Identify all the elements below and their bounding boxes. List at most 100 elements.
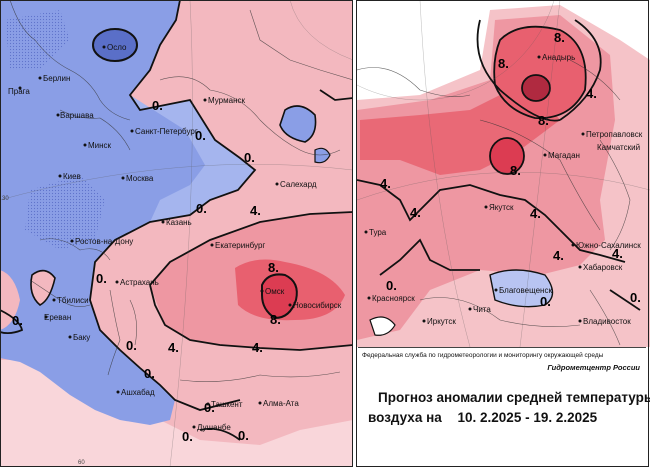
edge-tick-left: 30 xyxy=(2,196,9,202)
graticule-left xyxy=(0,0,353,467)
isoline-label-zero: 0. xyxy=(238,428,249,443)
svg-text:Хабаровск: Хабаровск xyxy=(583,263,623,272)
center-name: Гидрометцентр России xyxy=(547,363,640,372)
svg-text:Екатеринбург: Екатеринбург xyxy=(215,241,265,250)
svg-text:Камчатский: Камчатский xyxy=(597,143,640,152)
isoline-label-four: 4. xyxy=(410,205,421,220)
svg-text:Иркутск: Иркутск xyxy=(427,317,456,326)
agency-name: Федеральная служба по гидрометеорологии … xyxy=(362,352,604,359)
city-astrakhan: Астрахань xyxy=(115,278,159,287)
svg-text:Владивосток: Владивосток xyxy=(583,317,631,326)
svg-text:Чита: Чита xyxy=(473,305,491,314)
svg-text:Благовещенск: Благовещенск xyxy=(499,286,552,295)
warm-8-core xyxy=(261,273,298,320)
city-anadyr: Анадырь xyxy=(537,53,575,62)
isoline-eight-east xyxy=(559,19,602,121)
svg-text:Москва: Москва xyxy=(126,174,154,183)
isoline-labels-left: 0. 0. 0. 0. 0. 0. 0. 0. 0. 0. 0. 4. 4. 4… xyxy=(12,98,281,444)
isoline-label-zero: 0. xyxy=(195,128,206,143)
isoline-label-four: 4. xyxy=(530,206,541,221)
isoline-label-four: 4. xyxy=(380,176,391,191)
city-vladivostok: Владивосток xyxy=(578,317,631,326)
oslo-cold-core xyxy=(92,28,138,62)
isoline-label-eight: 8. xyxy=(510,163,521,178)
city-rostov: Ростов-на-Дону xyxy=(70,237,133,246)
svg-text:Астрахань: Астрахань xyxy=(120,278,159,287)
city-berlin: Берлин xyxy=(38,74,70,83)
right-map xyxy=(357,0,650,347)
isoline-label-zero: 0. xyxy=(244,150,255,165)
svg-text:Ростов-на-Дону: Ростов-на-Дону xyxy=(75,237,133,246)
isolines-left xyxy=(0,0,353,441)
svg-text:Киев: Киев xyxy=(63,172,81,181)
city-baku: Баку xyxy=(68,333,90,342)
isoline-zero-right xyxy=(379,238,480,276)
isoline-four-se xyxy=(559,229,626,263)
isoline-label-zero: 0. xyxy=(204,400,215,415)
city-ashkhabad: Ашхабад xyxy=(116,388,155,397)
city-salekhard: Салехард xyxy=(275,180,317,189)
svg-text:Омск: Омск xyxy=(265,287,285,296)
isoline-label-zero: 0. xyxy=(196,201,207,216)
city-irkutsk: Иркутск xyxy=(422,317,456,326)
warm-core-anadyr xyxy=(521,74,551,102)
forecast-period: воздуха на 10. 2.2025 - 19. 2.2025 xyxy=(368,410,597,425)
isoline-label-four: 4. xyxy=(168,340,179,355)
city-chita: Чита xyxy=(468,305,491,314)
warm-8-anadyr xyxy=(493,25,587,119)
coastlines-left xyxy=(9,0,353,382)
isoline-label-zero: 0. xyxy=(540,294,551,309)
svg-text:Баку: Баку xyxy=(73,333,90,342)
svg-text:Алма-Ата: Алма-Ата xyxy=(263,399,299,408)
isoline-label-zero: 0. xyxy=(12,313,23,328)
cold-pocket-ob xyxy=(314,147,331,164)
isoline-label-four: 4. xyxy=(250,203,261,218)
svg-text:Тбилиси: Тбилиси xyxy=(57,296,89,305)
city-murmansk: Мурманск xyxy=(203,96,245,105)
warm-pocket-west xyxy=(0,270,20,330)
svg-text:Якутск: Якутск xyxy=(489,203,514,212)
forecast-date-range: 10. 2.2025 - 19. 2.2025 xyxy=(457,410,598,425)
isoline-label-eight: 8. xyxy=(538,113,549,128)
city-spb: Санкт-Петербург xyxy=(130,127,198,136)
isoline-label-zero: 0. xyxy=(386,278,397,293)
isoline-zero-south xyxy=(199,427,241,441)
city-erevan: Ереван xyxy=(44,313,71,322)
svg-text:Тура: Тура xyxy=(369,228,387,237)
svg-text:Ереван: Ереван xyxy=(44,313,71,322)
svg-text:Новосибирск: Новосибирск xyxy=(293,301,342,310)
forecast-period-prefix: воздуха на xyxy=(368,410,442,425)
cities-left: Осло Берлин Прага Варшава Минск Киев Мос… xyxy=(8,43,342,432)
isoline-label-four: 4. xyxy=(553,248,564,263)
isoline-label-zero: 0. xyxy=(144,366,155,381)
city-kiev: Киев xyxy=(58,172,81,181)
warm-pocket-tbilisi xyxy=(30,269,56,306)
edge-tick-bottom: 60 xyxy=(78,460,85,466)
svg-text:Мурманск: Мурманск xyxy=(208,96,245,105)
cities-right: Анадырь Петропавловск Камчатский Магадан… xyxy=(364,53,643,326)
city-alma-ata: Алма-Ата xyxy=(258,399,299,408)
forecast-title: Прогноз аномалии средней температуры xyxy=(378,390,650,405)
svg-text:Магадан: Магадан xyxy=(548,151,580,160)
city-oslo: Осло xyxy=(102,43,127,52)
city-kamchatsky: Камчатский xyxy=(597,143,640,152)
svg-text:Прага: Прага xyxy=(8,87,30,96)
isoline-label-zero: 0. xyxy=(152,98,163,113)
city-blagoveshchensk: Благовещенск xyxy=(494,286,552,295)
isoline-label-four: 4. xyxy=(252,340,263,355)
isoline-zero-ne xyxy=(319,89,353,101)
city-petropavlovsk: Петропавловск xyxy=(581,130,643,139)
cold-transition xyxy=(130,95,255,222)
isoline-zero-se xyxy=(609,289,641,311)
cold-pocket-amur xyxy=(489,269,554,308)
svg-text:Душанбе: Душанбе xyxy=(197,423,231,432)
city-krasnoyarsk: Красноярск xyxy=(367,294,415,303)
svg-text:Петропавловск: Петропавловск xyxy=(586,130,643,139)
coastlines-right xyxy=(357,59,631,346)
isoline-zero-west xyxy=(0,309,24,335)
neutral-pocket-sayan xyxy=(369,316,396,336)
city-novosibirsk: Новосибирск xyxy=(288,301,342,310)
cold-dotted-south xyxy=(25,175,105,250)
svg-text:Салехард: Салехард xyxy=(280,180,317,189)
